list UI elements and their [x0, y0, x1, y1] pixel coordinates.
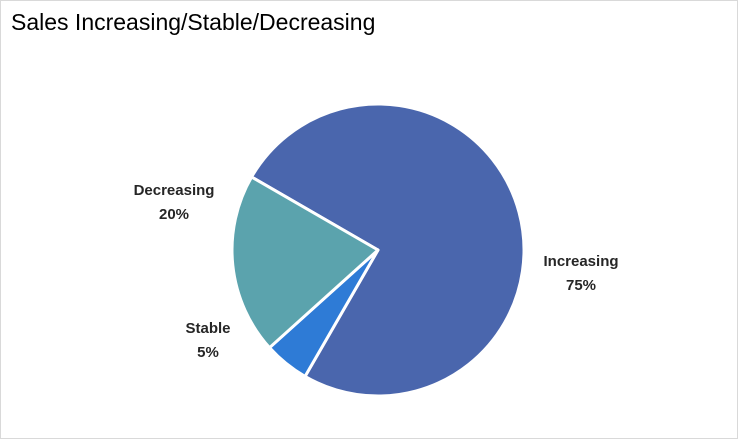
- pie-slice-increasing: [250, 102, 526, 398]
- chart-title: Sales Increasing/Stable/Decreasing: [11, 9, 376, 35]
- slice-value-stable: 5%: [197, 344, 219, 361]
- pie-slice-decreasing: [230, 175, 380, 350]
- slice-label-increasing: Increasing: [543, 253, 618, 270]
- slice-label-stable: Stable: [185, 320, 230, 337]
- slice-value-increasing: 75%: [566, 277, 596, 294]
- slice-value-decreasing: 20%: [159, 206, 189, 223]
- slice-label-decreasing: Decreasing: [134, 182, 215, 199]
